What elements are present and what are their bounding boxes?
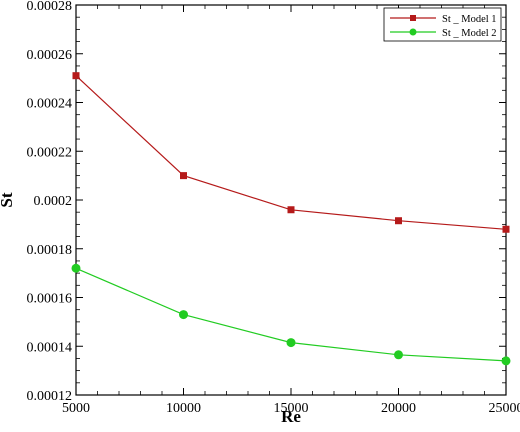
y-tick-label: 0.00028 bbox=[27, 0, 73, 14]
y-tick-label: 0.00014 bbox=[27, 340, 73, 355]
data-point-square bbox=[395, 217, 402, 224]
x-tick-label: 20000 bbox=[381, 401, 416, 416]
y-tick-label: 0.00024 bbox=[27, 97, 73, 112]
y-tick-label: 0.0002 bbox=[34, 194, 73, 209]
data-point-square bbox=[73, 72, 80, 79]
data-point-circle bbox=[72, 264, 81, 273]
legend-marker-circle bbox=[410, 29, 417, 36]
y-tick-label: 0.00018 bbox=[27, 243, 73, 258]
data-point-circle bbox=[179, 310, 188, 319]
data-point-square bbox=[180, 172, 187, 179]
data-point-circle bbox=[287, 338, 296, 347]
data-point-circle bbox=[502, 356, 511, 365]
x-tick-label: 10000 bbox=[166, 401, 201, 416]
legend-marker-square bbox=[410, 15, 416, 21]
y-tick-label: 0.00022 bbox=[27, 145, 73, 160]
x-tick-label: 5000 bbox=[62, 401, 90, 416]
y-tick-label: 0.00026 bbox=[27, 48, 73, 63]
legend-label: St _ Model 2 bbox=[442, 28, 497, 39]
plot-frame bbox=[76, 5, 506, 395]
data-point-circle bbox=[394, 350, 403, 359]
y-tick-label: 0.00016 bbox=[27, 292, 73, 307]
data-point-square bbox=[503, 226, 510, 233]
x-axis-title: Re bbox=[281, 407, 301, 426]
x-tick-label: 25000 bbox=[489, 401, 520, 416]
data-point-square bbox=[288, 206, 295, 213]
y-axis-title: St bbox=[0, 192, 16, 207]
legend-label: St _ Model 1 bbox=[442, 14, 497, 25]
